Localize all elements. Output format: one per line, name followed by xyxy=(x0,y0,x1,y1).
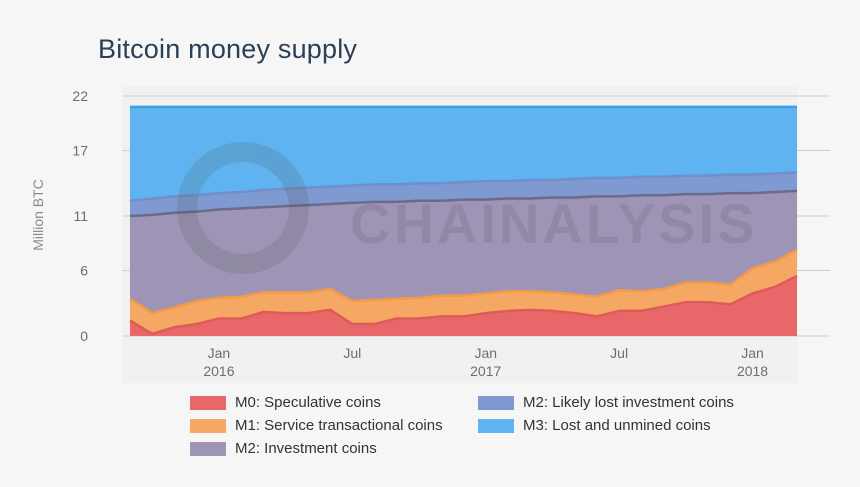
y-tick-label: 0 xyxy=(80,328,88,344)
y-axis: 0 6 11 17 22 xyxy=(72,88,88,344)
chart-title: Bitcoin money supply xyxy=(98,34,358,64)
y-tick-label: 6 xyxy=(80,263,88,279)
x-tick-label: Jan xyxy=(741,345,764,361)
legend-item: M1: Service transactional coins xyxy=(190,416,478,435)
x-axis: Jan 2016 Jul Jan 2017 Jul Jan 2018 xyxy=(203,345,768,379)
legend-item: M2: Investment coins xyxy=(190,439,478,458)
x-tick-label: Jul xyxy=(343,345,361,361)
y-tick-label: 11 xyxy=(73,208,88,224)
legend-label: M1: Service transactional coins xyxy=(235,417,443,434)
legend-label: M0: Speculative coins xyxy=(235,394,381,411)
watermark-text: CHAINALYSIS xyxy=(350,192,757,255)
chainalysis-logo-icon xyxy=(177,142,309,274)
area-series-2 xyxy=(130,190,797,314)
legend-item: M3: Lost and unmined coins xyxy=(478,416,748,435)
series-lines xyxy=(129,105,798,336)
legend-swatch xyxy=(190,418,226,433)
legend-swatch xyxy=(190,395,226,410)
y-tick-label: 22 xyxy=(72,88,88,104)
y-tick-label: 17 xyxy=(72,143,88,159)
legend-label: M2: Likely lost investment coins xyxy=(523,394,734,411)
legend-label: M3: Lost and unmined coins xyxy=(523,417,711,434)
area-series-0 xyxy=(130,276,797,336)
area-series-4 xyxy=(130,106,797,201)
legend-item: M0: Speculative coins xyxy=(190,393,478,412)
legend-swatch xyxy=(478,395,514,410)
line-series-3 xyxy=(129,171,798,202)
legend-item: M2: Likely lost investment coins xyxy=(478,393,748,412)
legend-label: M2: Investment coins xyxy=(235,440,377,457)
legend-swatch xyxy=(190,441,226,456)
line-series-0 xyxy=(129,274,798,336)
x-tick-year-label: 2016 xyxy=(203,363,234,379)
x-tick-label: Jan xyxy=(208,345,231,361)
x-tick-year-label: 2017 xyxy=(470,363,501,379)
line-series-2 xyxy=(129,189,798,218)
y-axis-label: Million BTC xyxy=(30,179,46,251)
legend-swatch xyxy=(478,418,514,433)
watermark: CHAINALYSIS xyxy=(177,142,757,274)
x-tick-year-label: 2018 xyxy=(737,363,768,379)
x-tick-label: Jul xyxy=(610,345,628,361)
line-series-1 xyxy=(129,248,798,315)
x-tick-label: Jan xyxy=(474,345,497,361)
legend: M0: Speculative coins M2: Likely lost inv… xyxy=(190,393,748,458)
